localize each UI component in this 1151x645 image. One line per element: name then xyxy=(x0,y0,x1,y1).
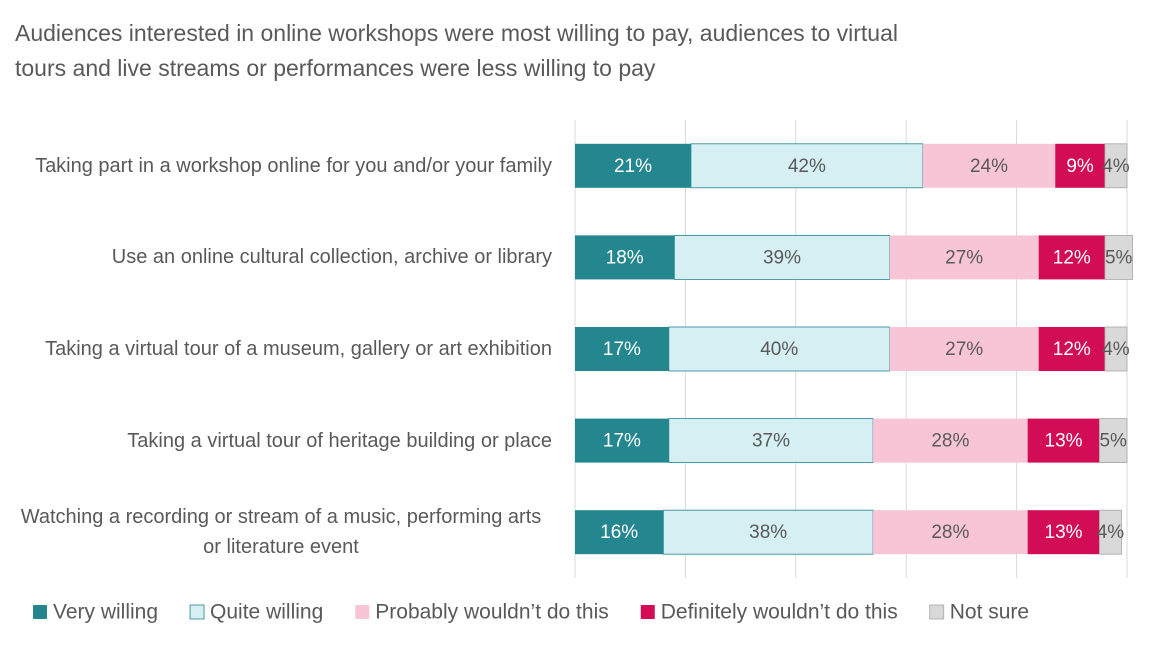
bar-segment xyxy=(873,418,1028,463)
chart-title: Audiences interested in online workshops… xyxy=(15,20,898,81)
value-label: 17% xyxy=(603,431,641,452)
value-label: 12% xyxy=(1053,339,1091,360)
value-label: 37% xyxy=(752,431,790,452)
legend-label: Very willing xyxy=(53,601,158,624)
bar-segment xyxy=(889,235,1039,280)
legend-swatch xyxy=(33,605,47,619)
bar-segment xyxy=(575,143,691,188)
bar-segment xyxy=(922,143,1056,188)
value-label: 18% xyxy=(606,247,644,268)
bar-segment xyxy=(1099,509,1122,555)
value-label: 4% xyxy=(1097,522,1125,543)
bar-segment xyxy=(668,326,891,372)
value-label: 12% xyxy=(1053,247,1091,268)
value-label: 27% xyxy=(945,339,983,360)
value-label: 17% xyxy=(603,339,641,360)
value-label: 9% xyxy=(1066,156,1094,177)
bar-segment xyxy=(889,327,1039,371)
legend-swatch xyxy=(189,604,205,620)
bar-segment xyxy=(1104,143,1128,189)
legend-swatch xyxy=(929,604,945,620)
bar-segment xyxy=(575,418,669,463)
category-label: Taking a virtual tour of a museum, galle… xyxy=(10,334,552,364)
bar-segment xyxy=(1055,143,1105,188)
legend-label: Not sure xyxy=(950,601,1029,624)
value-label: 28% xyxy=(931,431,969,452)
value-label: 42% xyxy=(788,156,826,177)
value-label: 24% xyxy=(970,156,1008,177)
value-label: 5% xyxy=(1105,247,1133,268)
category-text: Watching a recording or stream of a musi… xyxy=(20,506,542,559)
legend-label: Probably wouldn’t do this xyxy=(375,601,608,624)
bar-segment xyxy=(1027,510,1100,555)
legend-swatch xyxy=(355,605,370,619)
legend-swatch xyxy=(640,605,655,619)
bar-segment xyxy=(873,510,1028,555)
bar-segment xyxy=(668,418,874,464)
legend-label: Quite willing xyxy=(210,601,323,624)
bar-segment xyxy=(1038,235,1105,280)
bar-segment xyxy=(1027,418,1100,463)
category-label: Watching a recording or stream of a musi… xyxy=(10,502,552,562)
value-label: 13% xyxy=(1045,522,1083,543)
category-text: Taking part in a workshop online for you… xyxy=(35,154,552,177)
value-label: 16% xyxy=(600,522,638,543)
category-label: Use an online cultural collection, archi… xyxy=(10,242,552,272)
category-text: Use an online cultural collection, archi… xyxy=(111,246,552,269)
bar-segment xyxy=(575,327,669,371)
value-label: 4% xyxy=(1102,156,1130,177)
value-label: 40% xyxy=(760,339,798,360)
bar-segment xyxy=(575,235,675,280)
category-text: Taking a virtual tour of heritage buildi… xyxy=(127,429,552,452)
category-label: Taking a virtual tour of heritage buildi… xyxy=(10,426,552,456)
value-label: 21% xyxy=(614,156,652,177)
bar-segment xyxy=(1104,234,1133,280)
bar-segment xyxy=(1104,326,1128,372)
bar-segment xyxy=(690,143,924,189)
value-label: 39% xyxy=(763,247,801,268)
bar-segment xyxy=(575,510,664,555)
value-label: 27% xyxy=(945,247,983,268)
category-text: Taking a virtual tour of a museum, galle… xyxy=(45,338,552,360)
bar-segment xyxy=(1099,418,1128,464)
category-label: Taking part in a workshop online for you… xyxy=(10,151,552,181)
bar-segment xyxy=(662,509,874,555)
value-label: 4% xyxy=(1102,339,1130,360)
value-label: 28% xyxy=(931,522,969,543)
value-label: 13% xyxy=(1045,431,1083,452)
legend-label: Definitely wouldn’t do this xyxy=(661,601,898,624)
bar-segment xyxy=(1038,327,1105,371)
value-label: 38% xyxy=(749,522,787,543)
value-label: 5% xyxy=(1099,431,1127,452)
